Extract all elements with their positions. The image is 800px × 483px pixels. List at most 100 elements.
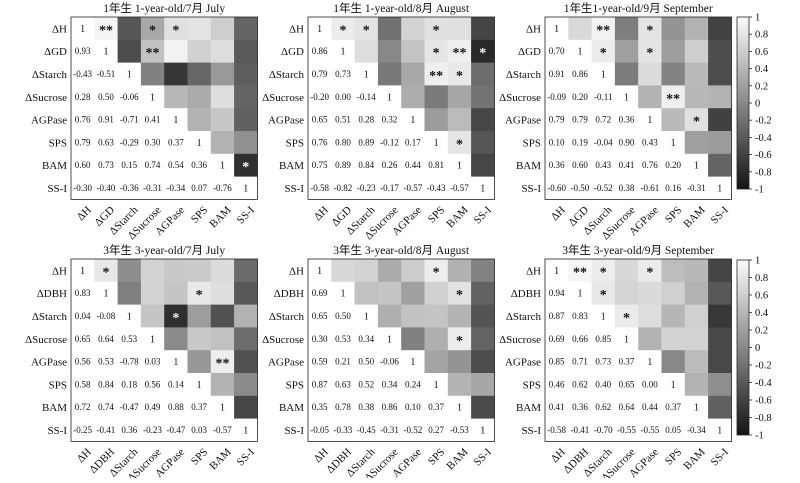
colorbar-tick-label: 0.8 [755,273,768,284]
column-label: BAM [207,204,233,230]
value-cell [140,395,165,419]
significance-cell [708,281,732,305]
value-cell [591,350,616,374]
value-label: 0.79 [572,115,588,125]
value-cell [545,108,569,132]
value-label: 0.43 [595,160,611,170]
value-label: 0.70 [549,46,565,56]
row-label: ΔStarch [269,69,305,81]
diagonal-label: 1 [601,312,606,323]
value-cell [638,418,662,442]
significance-cell [234,327,258,351]
diagonal-cell [591,62,616,86]
colorbar-tick-label: 0 [755,343,760,354]
value-cell [545,131,569,155]
value-cell [71,131,95,155]
value-cell [684,176,709,200]
row-label: AGPase [31,115,67,127]
colorbar-tick-label: 0 [755,99,760,110]
value-cell [377,418,402,442]
significance-cell [614,304,639,328]
value-cell [638,395,662,419]
colorbar-tick-label: 0.4 [755,308,769,319]
value-cell [331,176,355,200]
value-label: 0.79 [312,69,328,79]
significance-cell [234,62,258,86]
value-label: -0.41 [571,425,590,435]
value-label: 0.26 [382,160,398,170]
diagonal-label: 1 [243,426,248,437]
significance-cell [471,373,495,397]
significance-cell [708,131,732,155]
value-label: 0.78 [335,402,351,412]
diagonal-cell [377,327,402,351]
value-label: 0.56 [75,357,91,367]
row-label: SS-I [47,183,67,195]
significance-cell [684,85,709,109]
value-label: 0.36 [121,425,137,435]
significance-cell [187,85,212,109]
significance-cell [354,17,379,41]
value-label: 0.69 [312,288,328,298]
value-label: 0.86 [312,46,328,56]
value-label: 0.83 [75,288,91,298]
value-cell [354,176,379,200]
diagonal-cell [234,418,258,442]
value-label: 0.20 [665,160,681,170]
significance-cell [234,281,258,305]
value-label: 0.85 [549,357,565,367]
value-label: 0.63 [98,137,114,147]
colorbar-tick-label: -0.4 [755,378,772,389]
panel-title: 1年生 1-year-old/7月 July [103,1,225,15]
row-label: SPS [523,379,541,391]
value-cell [140,131,165,155]
value-label: -0.33 [334,425,353,435]
significance-cell [708,395,732,419]
diagonal-cell [187,131,212,155]
diagonal-label: 1 [364,70,369,81]
significance-mark: ** [452,46,466,61]
row-label: ΔStarch [506,311,542,323]
value-cell [638,153,662,177]
significance-mark: ** [596,23,610,38]
diagonal-label: 1 [150,92,155,103]
significance-cell [661,327,686,351]
column-label: BAM [207,446,233,472]
diagonal-label: 1 [80,266,85,277]
value-cell [308,39,332,63]
value-cell [308,108,332,132]
value-label: -0.53 [450,425,469,435]
value-label: 0.50 [98,92,114,102]
value-label: 0.04 [75,311,91,321]
value-cell [94,327,118,351]
value-cell [210,418,235,442]
diagonal-cell [71,17,95,41]
value-cell [187,418,212,442]
value-label: 0.93 [75,46,91,56]
value-cell [354,418,379,442]
value-label: 0.94 [549,288,565,298]
value-cell [447,418,472,442]
row-label: ΔStarch [506,69,542,81]
colorbar-2: 1 0.8 0.6 0.4 0.2 0 -0.2 -0.4 -0.6 -0.8 -1 [736,256,772,442]
value-label: -0.40 [97,183,116,193]
significance-cell [447,62,472,86]
diagonal-cell [545,17,569,41]
colorbar-tick-label: 0.6 [755,291,768,302]
diagonal-label: 1 [694,161,699,172]
value-cell [614,108,639,132]
value-cell [545,176,569,200]
value-cell [424,176,449,200]
value-cell [140,153,165,177]
value-cell [638,131,662,155]
value-cell [568,350,592,374]
value-label: 0.41 [549,402,565,412]
value-label: 0.34 [358,334,374,344]
heatmap-panel-3: 1 ** *0.70 1 * *0.91 0.86 1-0.09 0.20 -0.11 1 **0.7… [499,1,732,242]
value-label: -0.57 [403,183,422,193]
significance-cell [568,17,592,41]
value-cell [614,373,639,397]
value-cell [140,350,165,374]
significance-mark: * [339,23,346,38]
